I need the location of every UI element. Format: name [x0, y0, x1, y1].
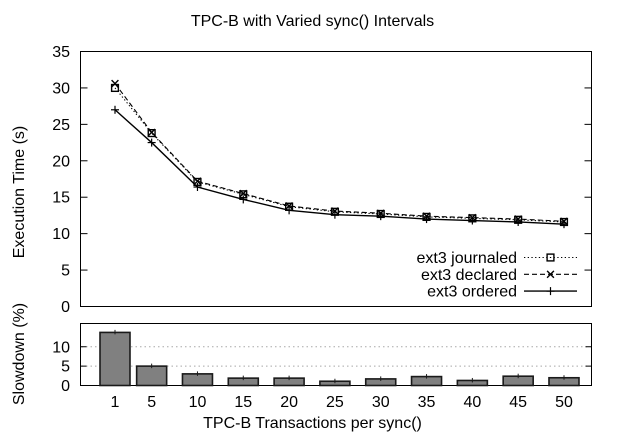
x-tick-label: 50 — [555, 394, 573, 411]
y-tick-label: 30 — [52, 80, 70, 97]
marker-ext3-journaled — [147, 128, 156, 138]
legend-sample-marker — [546, 253, 555, 262]
x-axis-label: TPC-B Transactions per sync() — [203, 415, 422, 432]
y-tick-label: 10 — [52, 226, 70, 243]
marker-ext3-declared — [285, 202, 293, 210]
y-tick-label: 0 — [61, 299, 70, 316]
bar — [135, 365, 168, 387]
x-tick-label: 1 — [111, 394, 120, 411]
legend-label-ext3-journaled: ext3 journaled — [416, 250, 517, 267]
x-tick-label: 25 — [326, 394, 344, 411]
x-tick-label: 45 — [509, 394, 527, 411]
x-tick-label: 40 — [463, 394, 481, 411]
x-tick-label: 10 — [189, 394, 207, 411]
y-tick-label: 25 — [52, 117, 70, 134]
series-line-ext3-journaled — [114, 87, 565, 223]
bar — [99, 331, 131, 387]
x-tick-label: 5 — [147, 394, 156, 411]
y-tick-label: 5 — [61, 263, 70, 280]
y-tick-label: 5 — [61, 359, 70, 376]
marker-ext3-declared — [193, 177, 202, 186]
y-tick-label: 10 — [52, 339, 70, 356]
x-tick-label: 35 — [418, 394, 436, 411]
x-tick-label: 30 — [372, 394, 390, 411]
top-panel-border — [80, 51, 592, 307]
legend-sample-marker — [546, 270, 555, 279]
legend-label-ext3-ordered: ext3 ordered — [427, 284, 517, 301]
series-line-ext3-declared — [114, 83, 565, 222]
y-tick-label: 0 — [61, 378, 70, 395]
x-tick-label: 20 — [280, 394, 298, 411]
y-tick-label: 35 — [52, 44, 70, 61]
y-tick-label: 20 — [52, 153, 70, 170]
y-tick-label: 15 — [52, 190, 70, 207]
marker-ext3-declared — [147, 128, 156, 137]
x-tick-label: 15 — [234, 394, 252, 411]
legend-label-ext3-declared: ext3 declared — [421, 267, 517, 284]
chart-title: TPC-B with Varied sync() Intervals — [190, 13, 435, 30]
marker-ext3-declared — [111, 79, 119, 88]
series-line-ext3-ordered — [114, 109, 565, 225]
marker-ext3-declared — [239, 189, 248, 198]
